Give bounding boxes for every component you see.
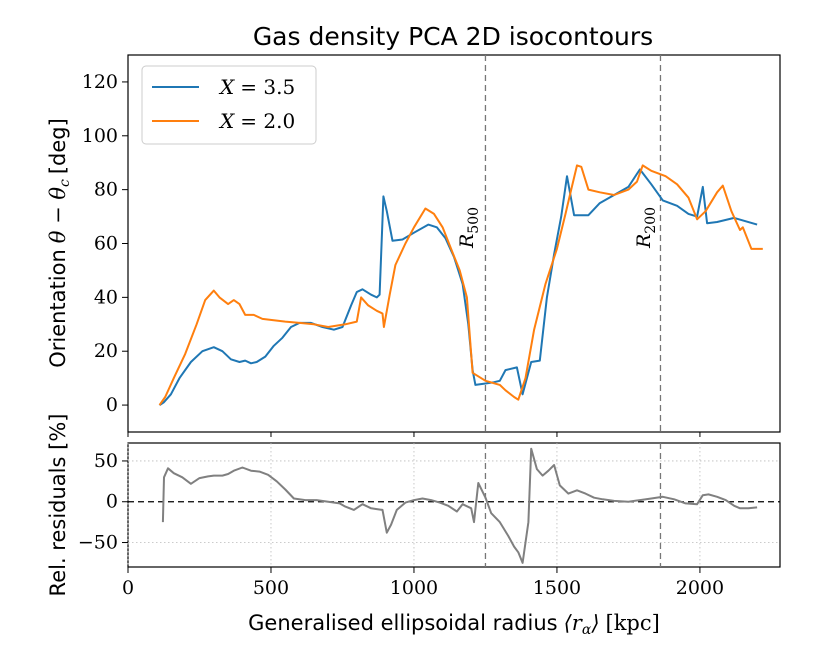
r200-label: R200 (633, 207, 659, 249)
y-tick-label: 20 (94, 340, 118, 362)
x-tick-label: 1000 (390, 577, 438, 599)
y-tick-label: 80 (94, 179, 118, 201)
x-tick-label: 2000 (676, 577, 724, 599)
y-tick-label: 0 (106, 394, 118, 416)
bottom-y-axis-label: Rel. residuals [%] (46, 414, 70, 597)
series-line-residuals (161, 447, 758, 564)
x-tick-label: 500 (253, 577, 289, 599)
series-line-x35 (158, 168, 758, 406)
y-tick-label: −50 (78, 532, 118, 554)
bottom-reference-lines (484, 443, 662, 567)
legend: X = 3.5 X = 2.0 (141, 65, 317, 145)
bottom-grid (127, 443, 780, 567)
legend-label-x35: X = 3.5 (218, 75, 295, 99)
legend-frame (141, 65, 317, 145)
y-tick-label: 100 (82, 125, 118, 147)
bottom-y-ticks: −50 0 50 (78, 450, 128, 554)
top-y-axis-label: Orientationθ − θc[deg] (46, 118, 73, 368)
top-series-group (158, 164, 763, 406)
y-tick-label: 120 (82, 71, 118, 93)
y-tick-label: 0 (106, 491, 118, 513)
x-tick-label: 1500 (533, 577, 581, 599)
y-tick-label: 50 (94, 450, 118, 472)
series-line-x20 (158, 164, 763, 406)
top-y-ticks: 0 20 40 60 80 100 120 (82, 71, 128, 416)
x-tick-label: 0 (122, 577, 134, 599)
legend-label-x20: X = 2.0 (218, 109, 295, 133)
top-reference-lines (484, 55, 662, 432)
bottom-series-group (161, 447, 758, 564)
bottom-x-ticks: 0 500 1000 1500 2000 (122, 567, 724, 599)
top-x-ticks (127, 432, 701, 437)
bottom-panel: −50 0 50 0 500 1000 1500 2000 Rel. residuals [… (46, 414, 781, 638)
y-tick-label: 40 (94, 286, 118, 308)
chart-title: Gas density PCA 2D isocontours (253, 22, 653, 51)
bottom-panel-frame (127, 442, 781, 568)
x-axis-label: Generalised ellipsoidal radius ⟨rα⟩ [kpc] (248, 611, 660, 638)
r500-label: R500 (456, 207, 482, 249)
y-tick-label: 60 (94, 233, 118, 255)
